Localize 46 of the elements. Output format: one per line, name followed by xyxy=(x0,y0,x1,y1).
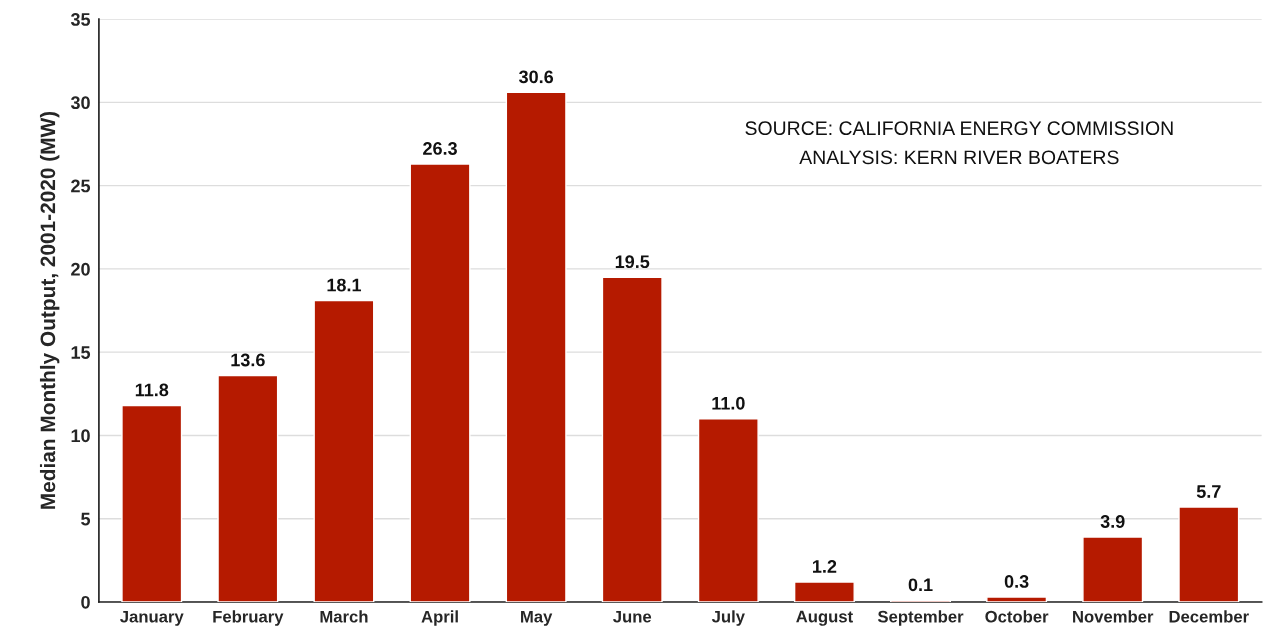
y-axis-title: Median Monthly Output, 2001-2020 (MW) xyxy=(39,111,60,509)
bar xyxy=(697,418,759,602)
data-label: 30.6 xyxy=(518,70,554,84)
data-label: 0.1 xyxy=(908,578,933,592)
bar xyxy=(601,276,663,602)
bar xyxy=(986,596,1048,602)
x-tick-label: May xyxy=(521,610,553,626)
x-tick-label: March xyxy=(320,610,368,623)
bar xyxy=(217,374,279,602)
x-tick-label: September xyxy=(877,610,964,626)
x-tick-label: August xyxy=(796,610,853,626)
data-label: 19.5 xyxy=(615,255,650,269)
x-tick-label: December xyxy=(1169,610,1249,623)
x-tick-label: November xyxy=(1073,610,1154,623)
y-tick-label: 20 xyxy=(71,262,90,276)
annotation: SOURCE: CALIFORNIA ENERGY COMMISSION xyxy=(745,121,1173,136)
data-label: 13.6 xyxy=(231,353,265,367)
y-tick-label: 25 xyxy=(71,179,91,193)
annotation: ANALYSIS: KERN RIVER BOATERS xyxy=(799,150,1119,165)
y-tick-label: 5 xyxy=(81,512,91,526)
bar xyxy=(121,404,183,602)
data-label: 5.7 xyxy=(1196,485,1221,498)
x-tick-label: July xyxy=(711,610,745,626)
data-label: 1.2 xyxy=(813,560,837,573)
data-label: 11.0 xyxy=(712,396,745,410)
y-tick-label: 15 xyxy=(71,346,91,359)
y-tick-label: 10 xyxy=(71,429,90,443)
data-label: 3.9 xyxy=(1100,515,1125,528)
x-tick-label: June xyxy=(613,610,652,623)
bar xyxy=(313,299,375,602)
data-label: 0.3 xyxy=(1004,575,1029,588)
x-tick-label: October xyxy=(985,610,1049,623)
bar xyxy=(1082,536,1144,602)
bar xyxy=(505,91,567,602)
x-tick-label: February xyxy=(213,610,284,626)
data-label: 18.1 xyxy=(327,278,362,292)
x-tick-label: January xyxy=(120,610,184,626)
data-label: 11.8 xyxy=(135,383,169,397)
bar xyxy=(1178,506,1240,602)
y-tick-label: 30 xyxy=(70,96,90,110)
y-tick-label: 0 xyxy=(81,595,90,609)
x-tick-label: April xyxy=(421,610,458,626)
data-label: 26.3 xyxy=(423,142,457,155)
bar xyxy=(793,581,855,602)
bar xyxy=(409,163,471,602)
y-tick-label: 35 xyxy=(70,13,91,26)
